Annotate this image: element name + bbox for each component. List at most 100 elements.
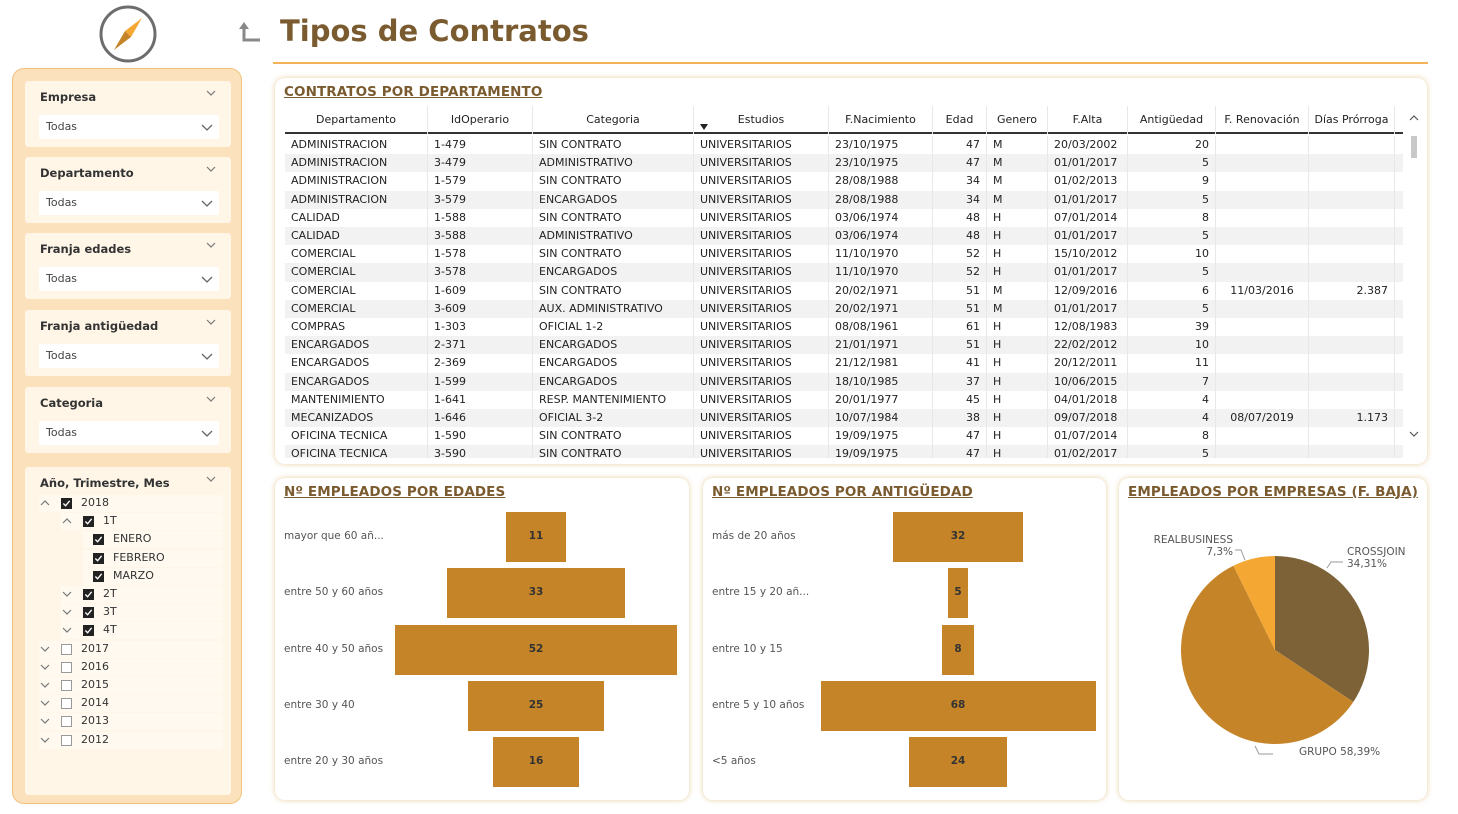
table-row[interactable]: CALIDAD 3-588 ADMINISTRATIVO UNIVERSITARIOS… bbox=[285, 227, 1403, 246]
date-slicer-title: Año, Trimestre, Mes bbox=[40, 476, 170, 490]
chevron-down-icon[interactable] bbox=[39, 661, 51, 673]
table-scrollbar[interactable] bbox=[1409, 112, 1419, 442]
back-arrow-icon[interactable] bbox=[238, 20, 264, 46]
tree-item[interactable]: ENERO bbox=[83, 531, 223, 549]
tree-item[interactable]: 2015 bbox=[39, 677, 223, 694]
bar[interactable] bbox=[446, 568, 626, 619]
table-row[interactable]: ADMINISTRACION 1-579 SIN CONTRATO UNIVERSIT… bbox=[285, 172, 1403, 191]
table-row[interactable]: COMERCIAL 1-609 SIN CONTRATO UNIVERSITARIOS… bbox=[285, 281, 1403, 300]
filter-dropdown[interactable]: Todas bbox=[39, 421, 219, 445]
tree-item[interactable]: 2012 bbox=[39, 731, 223, 749]
tree-item[interactable]: MARZO bbox=[83, 567, 223, 585]
chevron-down-icon[interactable] bbox=[61, 606, 73, 618]
tree-item[interactable]: 2013 bbox=[39, 713, 223, 731]
bar[interactable] bbox=[468, 680, 604, 731]
chevron-down-icon[interactable] bbox=[205, 393, 217, 405]
checkbox[interactable] bbox=[61, 498, 72, 509]
checkbox[interactable] bbox=[83, 607, 94, 619]
chevron-down-icon[interactable] bbox=[205, 163, 217, 175]
chevron-down-icon[interactable] bbox=[39, 697, 51, 709]
table-row[interactable]: ADMINISTRACION 1-479 SIN CONTRATO UNIVERSIT… bbox=[285, 136, 1403, 155]
table-row[interactable]: ADMINISTRACION 3-479 ADMINISTRATIVO UNIVERS… bbox=[285, 154, 1403, 173]
chevron-up-icon[interactable] bbox=[39, 497, 51, 509]
table-row[interactable]: MECANIZADOS 1-646 OFICIAL 3-2 UNIVERSITARIO… bbox=[285, 409, 1403, 428]
chevron-down-icon[interactable] bbox=[205, 316, 217, 328]
table-row[interactable]: ENCARGADOS 2-369 ENCARGADOS UNIVERSITARIOS 2… bbox=[285, 354, 1403, 373]
checkbox[interactable] bbox=[61, 734, 72, 746]
table-row[interactable]: MANTENIMIENTO 1-641 RESP. MANTENIMIENTO UNI… bbox=[285, 390, 1403, 409]
chevron-down-icon[interactable] bbox=[39, 643, 51, 655]
table-row[interactable]: ENCARGADOS 1-599 ENCARGADOS UNIVERSITARIOS 1… bbox=[285, 372, 1403, 391]
table-row[interactable]: CALIDAD 1-588 SIN CONTRATO UNIVERSITARIOS 03… bbox=[285, 208, 1403, 227]
checkbox[interactable] bbox=[93, 534, 104, 546]
tree-item[interactable]: 2014 bbox=[39, 695, 223, 713]
filter-dropdown[interactable]: Todas bbox=[39, 344, 219, 368]
checkbox[interactable] bbox=[93, 570, 104, 582]
table-cell: H bbox=[987, 245, 1048, 264]
table-row[interactable]: ADMINISTRACION 3-579 ENCARGADOS UNIVERSITAR… bbox=[285, 190, 1403, 209]
column-header[interactable]: F.Nacimiento bbox=[829, 106, 933, 134]
column-header[interactable]: IdOperario bbox=[428, 106, 533, 134]
bar[interactable] bbox=[909, 737, 1007, 788]
column-header[interactable]: Días Prórroga bbox=[1309, 106, 1395, 134]
chevron-down-icon[interactable] bbox=[61, 624, 73, 636]
tree-item[interactable]: 2018 bbox=[39, 495, 223, 512]
bar[interactable] bbox=[506, 512, 566, 562]
checkbox[interactable] bbox=[83, 589, 94, 600]
table-cell: 48 bbox=[933, 227, 987, 246]
chevron-up-icon[interactable] bbox=[61, 515, 73, 527]
column-header[interactable]: Estudios bbox=[694, 106, 829, 134]
pie-slice-grupo[interactable] bbox=[1181, 565, 1354, 744]
table-cell bbox=[1216, 299, 1309, 318]
column-header[interactable]: Categoria bbox=[533, 106, 694, 134]
table-row[interactable]: OFICINA TECNICA 1-590 SIN CONTRATO UNIVERSI… bbox=[285, 427, 1403, 446]
chevron-down-icon[interactable] bbox=[39, 715, 51, 727]
chevron-down-icon[interactable] bbox=[205, 87, 217, 99]
table-row[interactable]: COMERCIAL 1-578 SIN CONTRATO UNIVERSITARIOS… bbox=[285, 245, 1403, 264]
column-header[interactable]: F.Alta bbox=[1048, 106, 1128, 134]
checkbox[interactable] bbox=[93, 552, 104, 564]
chevron-down-icon[interactable] bbox=[39, 734, 51, 746]
checkbox[interactable] bbox=[61, 680, 72, 691]
tree-item[interactable]: 2017 bbox=[39, 640, 223, 658]
bar[interactable] bbox=[947, 568, 969, 619]
checkbox[interactable] bbox=[61, 643, 72, 655]
tree-item[interactable]: 1T bbox=[61, 513, 223, 531]
checkbox[interactable] bbox=[83, 625, 94, 637]
chevron-down-icon[interactable] bbox=[39, 679, 51, 691]
checkbox[interactable] bbox=[61, 698, 72, 710]
column-header[interactable]: Departamento bbox=[285, 106, 428, 134]
filter-dropdown[interactable]: Todas bbox=[39, 267, 219, 291]
tree-item[interactable]: 2T bbox=[61, 586, 223, 603]
checkbox[interactable] bbox=[61, 661, 72, 673]
column-header[interactable]: Genero bbox=[987, 106, 1048, 134]
table-cell: M bbox=[987, 281, 1048, 300]
bar[interactable] bbox=[893, 512, 1023, 562]
table-row[interactable]: OFICINA TECNICA 3-590 SIN CONTRATO UNIVERSI… bbox=[285, 445, 1403, 458]
table-cell bbox=[1216, 427, 1309, 446]
tree-item[interactable]: 4T bbox=[61, 622, 223, 640]
pie-slice-crossjoin[interactable] bbox=[1275, 556, 1369, 702]
column-header[interactable]: F. Renovación bbox=[1216, 106, 1309, 134]
column-header[interactable]: Antigüedad bbox=[1128, 106, 1216, 134]
checkbox[interactable] bbox=[83, 516, 94, 528]
chevron-down-icon[interactable] bbox=[61, 588, 73, 600]
table-row[interactable]: ENCARGADOS 2-371 ENCARGADOS UNIVERSITARIOS 2… bbox=[285, 336, 1403, 355]
chevron-down-icon[interactable] bbox=[205, 473, 217, 485]
table-row[interactable]: COMPRAS 1-303 OFICIAL 1-2 UNIVERSITARIOS 08/… bbox=[285, 318, 1403, 337]
table-row[interactable]: COMERCIAL 3-578 ENCARGADOS UNIVERSITARIOS 11… bbox=[285, 263, 1403, 282]
bar[interactable] bbox=[492, 737, 580, 788]
filter-dropdown[interactable]: Todas bbox=[39, 191, 219, 215]
column-header[interactable]: Edad bbox=[933, 106, 987, 134]
checkbox[interactable] bbox=[61, 716, 72, 728]
chevron-down-icon[interactable] bbox=[205, 239, 217, 251]
filter-dropdown[interactable]: Todas bbox=[39, 115, 219, 139]
bar[interactable] bbox=[820, 680, 1096, 731]
tree-item[interactable]: FEBRERO bbox=[83, 549, 223, 567]
bar[interactable] bbox=[395, 624, 677, 675]
bar[interactable] bbox=[941, 624, 975, 675]
tree-item[interactable]: 2016 bbox=[39, 658, 223, 676]
pie-slice-realbusiness[interactable] bbox=[1233, 556, 1275, 650]
tree-item[interactable]: 3T bbox=[61, 604, 223, 622]
table-row[interactable]: COMERCIAL 3-609 AUX. ADMINISTRATIVO UNIVERS… bbox=[285, 299, 1403, 318]
